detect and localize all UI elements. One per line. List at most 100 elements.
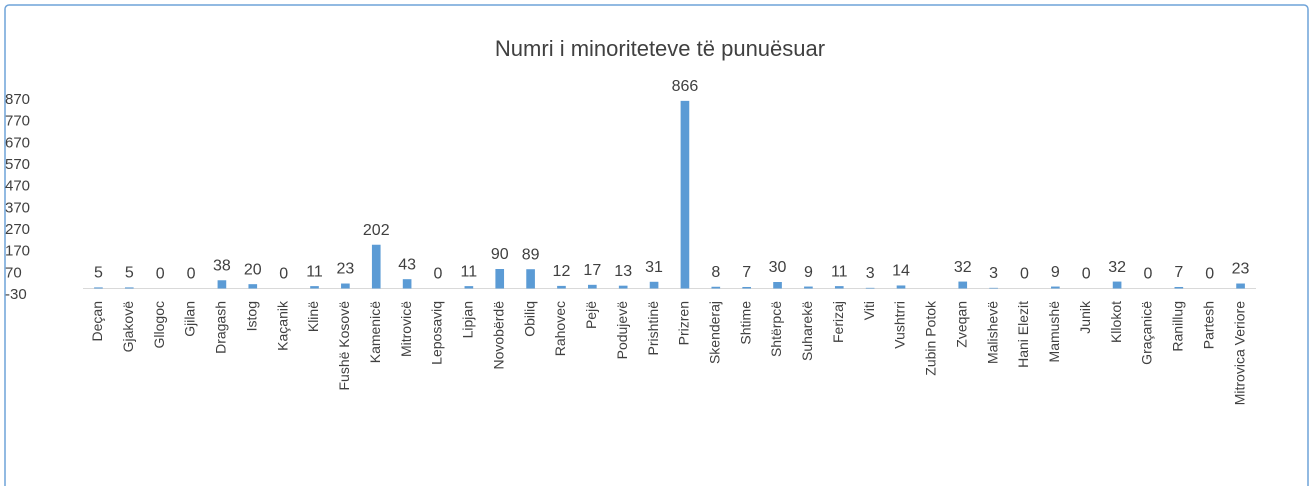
- y-tick-label: 70: [5, 264, 22, 281]
- value-label: 7: [742, 264, 751, 281]
- x-tick-label: Pejë: [583, 301, 599, 329]
- bar: [1051, 286, 1060, 289]
- value-label: 7: [1174, 264, 1183, 281]
- bar: [896, 285, 906, 289]
- x-tick-label: Ferizaj: [830, 301, 846, 343]
- bar: [94, 287, 103, 289]
- x-tick-label: Kllokot: [1108, 301, 1124, 343]
- bar: [588, 284, 597, 289]
- value-label: 11: [306, 263, 323, 280]
- x-tick-label: Dragash: [213, 301, 229, 354]
- value-label: 31: [645, 259, 663, 276]
- value-label: 0: [279, 266, 288, 283]
- bar: [217, 280, 227, 289]
- x-tick-label: Obiliq: [521, 301, 537, 337]
- x-tick-label: Gjilan: [182, 301, 198, 337]
- bar: [804, 286, 813, 289]
- y-tick-label: 770: [5, 113, 30, 130]
- x-tick-label: Graçanicë: [1139, 301, 1155, 365]
- value-label: 11: [831, 263, 848, 280]
- y-tick-label: 170: [5, 243, 30, 260]
- x-tick-label: Prizren: [676, 301, 692, 345]
- value-label: 866: [672, 78, 699, 95]
- bar: [1112, 281, 1122, 289]
- value-label: 20: [244, 261, 262, 278]
- x-tick-label: Prishtinë: [645, 301, 661, 356]
- y-tick-label: -30: [5, 286, 27, 303]
- value-label: 9: [804, 264, 813, 281]
- value-label: 23: [336, 261, 354, 278]
- value-label: 12: [553, 263, 571, 280]
- value-label: 3: [866, 265, 875, 282]
- y-tick-label: 270: [5, 221, 30, 238]
- x-tick-label: Leposaviq: [429, 301, 445, 365]
- value-label: 89: [522, 246, 540, 263]
- bar: [1236, 283, 1245, 289]
- value-label: 17: [583, 262, 601, 279]
- bar: [341, 283, 350, 289]
- value-label: 43: [398, 256, 416, 273]
- x-tick-label: Suharekë: [799, 301, 815, 361]
- bar: [557, 285, 566, 289]
- y-tick-label: 370: [5, 199, 30, 216]
- value-label: 32: [954, 259, 972, 276]
- value-label: 13: [614, 263, 632, 280]
- bar: [834, 286, 844, 289]
- value-label: 3: [989, 265, 998, 282]
- x-tick-label: Viti: [861, 301, 877, 320]
- value-label: 38: [213, 257, 231, 274]
- bar: [464, 286, 474, 289]
- x-tick-label: Zveqan: [953, 301, 969, 348]
- bar: [248, 284, 258, 289]
- x-tick-label: Deçan: [89, 301, 105, 341]
- bar: [958, 281, 968, 289]
- value-label: 11: [461, 263, 478, 280]
- x-tick-label: Novobërdë: [490, 301, 506, 370]
- bar: [711, 286, 721, 289]
- x-tick-label: Partesh: [1200, 301, 1216, 349]
- bar: [742, 286, 751, 289]
- x-tick-label: Kaçanik: [274, 300, 290, 351]
- x-tick-label: Vushtrri: [892, 301, 908, 349]
- value-label: 14: [892, 263, 910, 280]
- value-label: 90: [491, 246, 509, 263]
- bar: [865, 287, 875, 289]
- bar: [989, 287, 998, 289]
- bar: [618, 285, 628, 289]
- value-label: 0: [1082, 266, 1091, 283]
- value-label: 0: [156, 266, 165, 283]
- value-label: 0: [187, 266, 196, 283]
- x-tick-label: Klinë: [305, 301, 321, 332]
- value-label: 0: [1205, 266, 1214, 283]
- chart-border: [4, 4, 1309, 486]
- x-tick-label: Gllogoc: [151, 301, 167, 348]
- x-tick-label: Junik: [1077, 300, 1093, 334]
- x-tick-label: Mitrovica Veriore: [1231, 301, 1247, 405]
- x-tick-label: Hani Elezit: [1015, 301, 1031, 368]
- x-tick-label: Mamushë: [1046, 301, 1062, 363]
- value-label: 8: [711, 264, 720, 281]
- bar: [526, 269, 535, 289]
- y-tick-label: 570: [5, 156, 30, 173]
- x-tick-label: Shtërpcë: [768, 301, 784, 357]
- value-label: 0: [1020, 266, 1029, 283]
- x-tick-label: Skenderaj: [707, 301, 723, 364]
- x-tick-label: Rahovec: [552, 301, 568, 356]
- value-label: 202: [363, 222, 390, 239]
- x-tick-label: Zubin Potok: [923, 300, 939, 376]
- value-label: 23: [1232, 261, 1250, 278]
- y-tick-label: 670: [5, 134, 30, 151]
- value-label: 0: [1144, 266, 1153, 283]
- x-tick-label: Gjakovë: [120, 301, 136, 353]
- x-tick-label: Mitrovicë: [398, 301, 414, 357]
- x-tick-label: Istog: [243, 301, 259, 331]
- x-tick-label: Shtime: [737, 301, 753, 345]
- bar: [310, 286, 319, 289]
- value-label: 0: [434, 266, 443, 283]
- bar: [402, 279, 412, 289]
- bar: [649, 281, 659, 289]
- value-label: 30: [769, 259, 787, 276]
- bar: [124, 287, 134, 289]
- value-label: 5: [94, 265, 103, 282]
